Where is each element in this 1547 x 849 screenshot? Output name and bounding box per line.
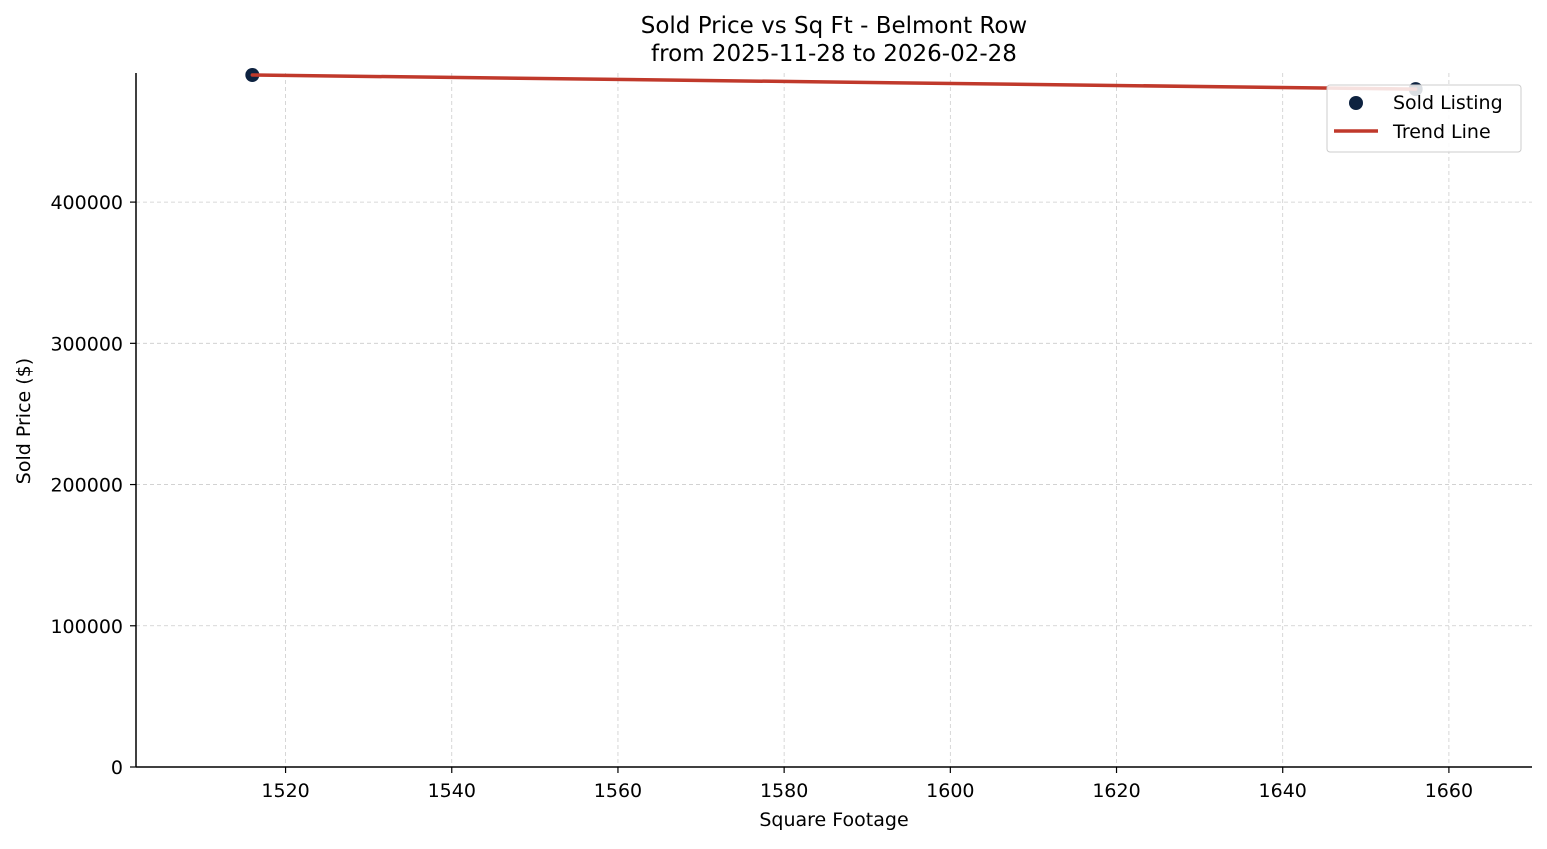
legend-label-trend-line: Trend Line [1392, 121, 1491, 143]
x-axis-label: Square Footage [759, 809, 908, 831]
x-tick-label: 1600 [926, 780, 974, 802]
y-axis-label: Sold Price ($) [13, 358, 35, 484]
x-tick-label: 1620 [1092, 780, 1140, 802]
x-axis-ticks: 1520 1540 1560 1580 1600 1620 1640 1660 [261, 767, 1473, 802]
legend: Sold Listing Trend Line [1326, 84, 1522, 153]
x-tick-label: 1660 [1425, 780, 1473, 802]
x-tick-label: 1580 [760, 780, 808, 802]
y-tick-label: 100000 [50, 616, 123, 638]
y-tick-label: 300000 [50, 333, 123, 355]
y-axis-ticks: 0 100000 200000 300000 400000 [50, 192, 136, 779]
legend-label-sold-listing: Sold Listing [1393, 92, 1503, 114]
chart-title: Sold Price vs Sq Ft - Belmont Row [641, 13, 1028, 39]
x-tick-label: 1540 [428, 780, 476, 802]
series-layer [245, 68, 1423, 97]
grid [136, 73, 1532, 767]
x-tick-label: 1560 [594, 780, 642, 802]
trend-line [250, 73, 1418, 91]
legend-marker-sold-listing [1349, 96, 1363, 110]
x-tick-label: 1640 [1259, 780, 1307, 802]
y-tick-label: 400000 [50, 192, 123, 214]
legend-box [1326, 84, 1522, 153]
chart-subtitle: from 2025-11-28 to 2026-02-28 [651, 41, 1017, 67]
y-tick-label: 200000 [50, 475, 123, 497]
x-tick-label: 1520 [261, 780, 309, 802]
y-tick-label: 0 [111, 757, 123, 779]
